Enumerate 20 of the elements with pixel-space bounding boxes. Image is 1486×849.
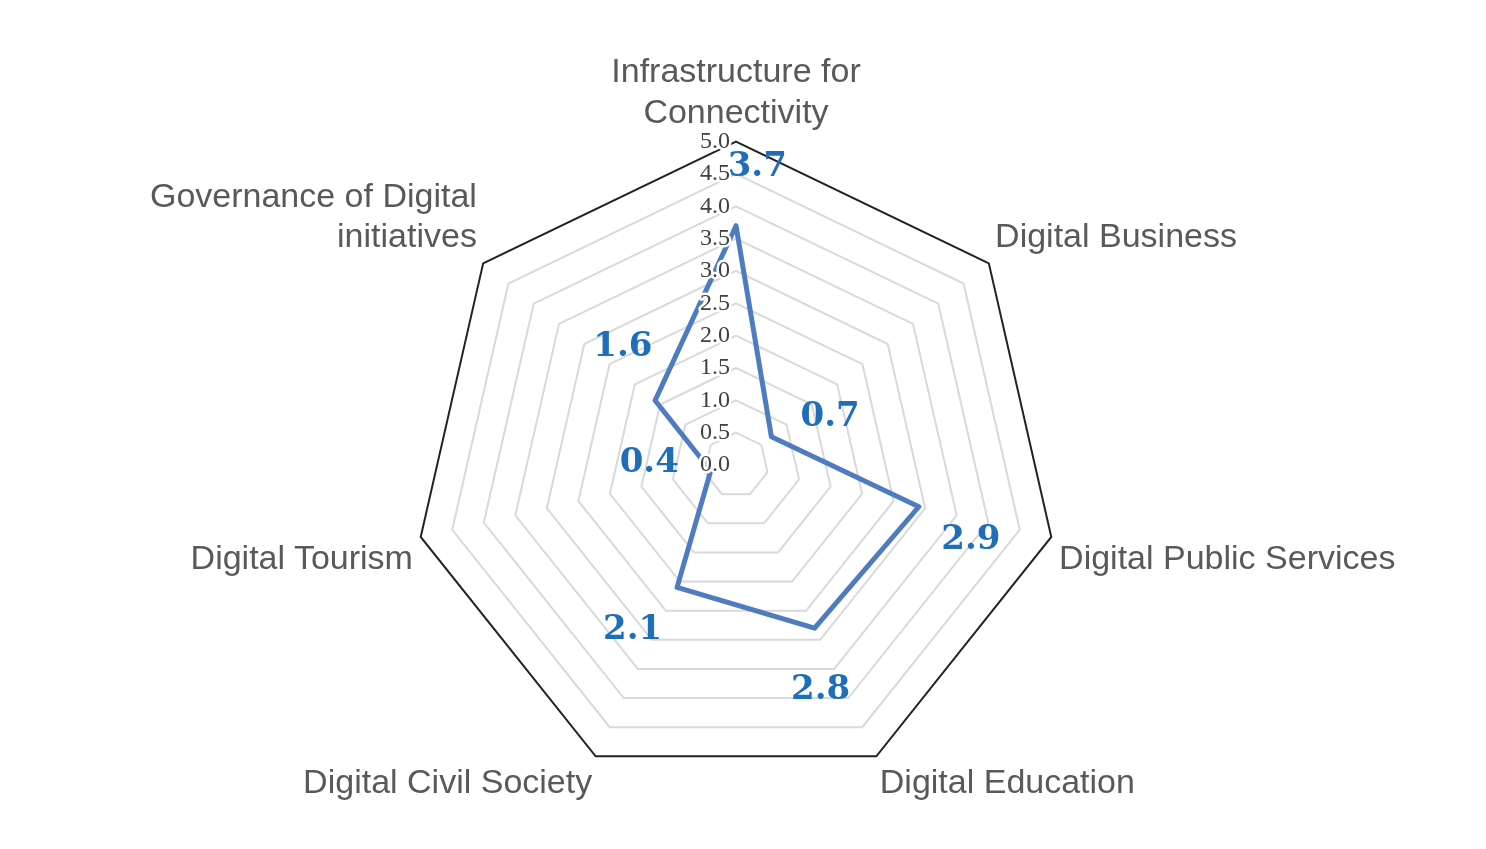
data-label: 2.1 <box>603 607 663 648</box>
data-label: 2.8 <box>791 666 851 707</box>
y-tick-label: 2.5 <box>700 288 730 315</box>
y-tick-label: 0.5 <box>700 417 730 444</box>
spoke-label: Digital Public Services <box>1059 537 1396 576</box>
y-tick-label: 1.0 <box>700 385 730 412</box>
spoke-label: Digital Business <box>995 216 1237 255</box>
data-label: 2.9 <box>941 517 1001 558</box>
data-label: 0.4 <box>619 439 679 480</box>
spoke-label: Digital Tourism <box>190 537 413 576</box>
y-tick-label: 1.5 <box>700 353 730 380</box>
y-tick-label: 3.5 <box>700 223 730 250</box>
spoke-label: Governance of Digital initiatives <box>149 175 477 255</box>
spoke-label: Digital Education <box>879 762 1135 801</box>
data-label: 1.6 <box>593 324 653 365</box>
data-label: 0.7 <box>800 393 860 434</box>
y-tick-label: 2.0 <box>700 320 730 347</box>
spoke-label: Digital Civil Society <box>303 762 593 801</box>
y-tick-label: 4.5 <box>700 159 730 186</box>
y-tick-label: 4.0 <box>700 191 730 218</box>
